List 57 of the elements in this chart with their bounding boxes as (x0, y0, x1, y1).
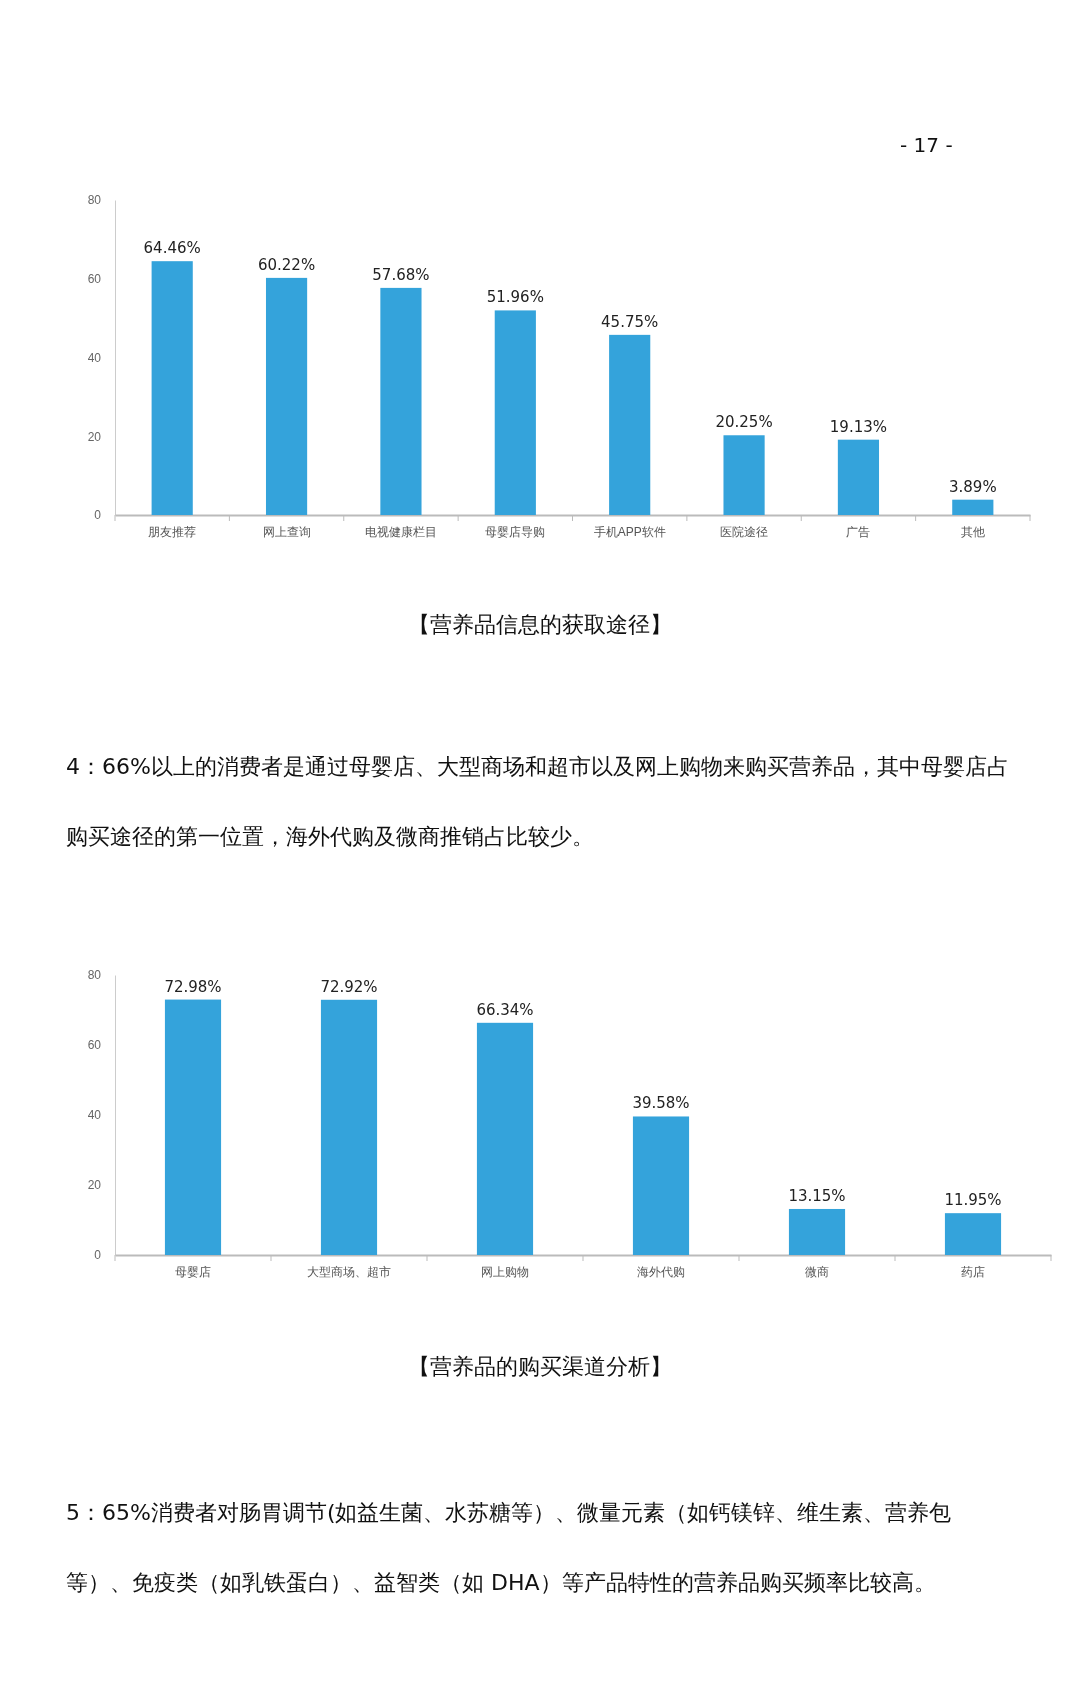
data-label: 72.98% (164, 977, 222, 996)
bar (944, 1213, 1002, 1255)
y-tick-label: 60 (87, 272, 102, 287)
x-tick-label: 医院途径 (720, 524, 769, 539)
bar (320, 999, 378, 1255)
text: - 17 - (900, 132, 954, 159)
x-tick-label: 手机APP软件 (593, 524, 666, 539)
y-tick-label: 20 (87, 429, 102, 444)
data-label: 39.58% (632, 1094, 690, 1113)
data-label: 13.15% (788, 1186, 846, 1205)
bar (265, 277, 308, 515)
x-tick-label: 朋友推荐 (148, 524, 197, 539)
y-tick-label: 60 (87, 1038, 102, 1053)
x-tick-label: 药店 (961, 1264, 985, 1279)
x-tick-label: 广告 (846, 524, 871, 539)
x-tick-label: 海外代购 (637, 1264, 685, 1279)
x-tick-label: 母婴店 (175, 1264, 211, 1279)
text: 【营养品信息的获取途径】 (407, 611, 673, 639)
bar (476, 1022, 534, 1255)
text: 4：66%以上的消费者是通过母婴店、大型商场和超市以及网上购物来购买营养品，其中母婴店占购买途径的第一位置，海外代购及微商推销占比较少。 (66, 754, 1009, 849)
bar (632, 1116, 690, 1255)
x-tick-label: 网上查询 (262, 524, 311, 539)
data-label: 57.68% (372, 265, 430, 284)
y-tick-label: 0 (94, 1248, 102, 1263)
bar (837, 439, 880, 515)
data-label: 3.89% (948, 477, 997, 496)
bar (609, 334, 651, 515)
text: 5：65%消费者对肠胃调节(如益生菌、水苏糖等）、微量元素（如钙镁锌、维生素、营养包等）、免疫类（如乳铁蛋白）、益智类（如 DHA）等产品特性的营养品购买频率比较高。 (66, 1500, 952, 1595)
data-label: 64.46% (143, 239, 201, 258)
data-label: 11.95% (944, 1191, 1002, 1210)
y-tick-label: 40 (87, 350, 102, 365)
data-label: 72.92% (320, 977, 378, 996)
bar (151, 261, 193, 515)
y-tick-label: 0 (94, 508, 102, 523)
bar (788, 1208, 846, 1255)
x-tick-label: 微商 (805, 1264, 829, 1279)
data-label: 60.22% (257, 255, 316, 274)
x-tick-label: 网上购物 (481, 1264, 529, 1279)
data-label: 20.25% (715, 413, 773, 432)
y-tick-label: 80 (87, 968, 102, 983)
bar (380, 287, 422, 515)
y-tick-label: 80 (87, 193, 102, 208)
x-tick-label: 大型商场、超市 (307, 1264, 391, 1279)
bar (952, 499, 994, 515)
x-tick-label: 母婴店导购 (485, 524, 546, 539)
data-label: 19.13% (829, 417, 888, 436)
x-tick-label: 其他 (960, 524, 985, 539)
y-tick-label: 20 (87, 1178, 102, 1193)
bar (494, 310, 536, 515)
bar (723, 435, 765, 515)
data-label: 45.75% (601, 312, 659, 331)
y-tick-label: 40 (87, 1108, 102, 1123)
x-tick-label: 电视健康栏目 (364, 524, 437, 539)
bar (164, 999, 222, 1255)
data-label: 66.34% (476, 1000, 534, 1019)
data-label: 51.96% (486, 288, 544, 307)
text: 【营养品的购买渠道分析】 (407, 1353, 673, 1381)
